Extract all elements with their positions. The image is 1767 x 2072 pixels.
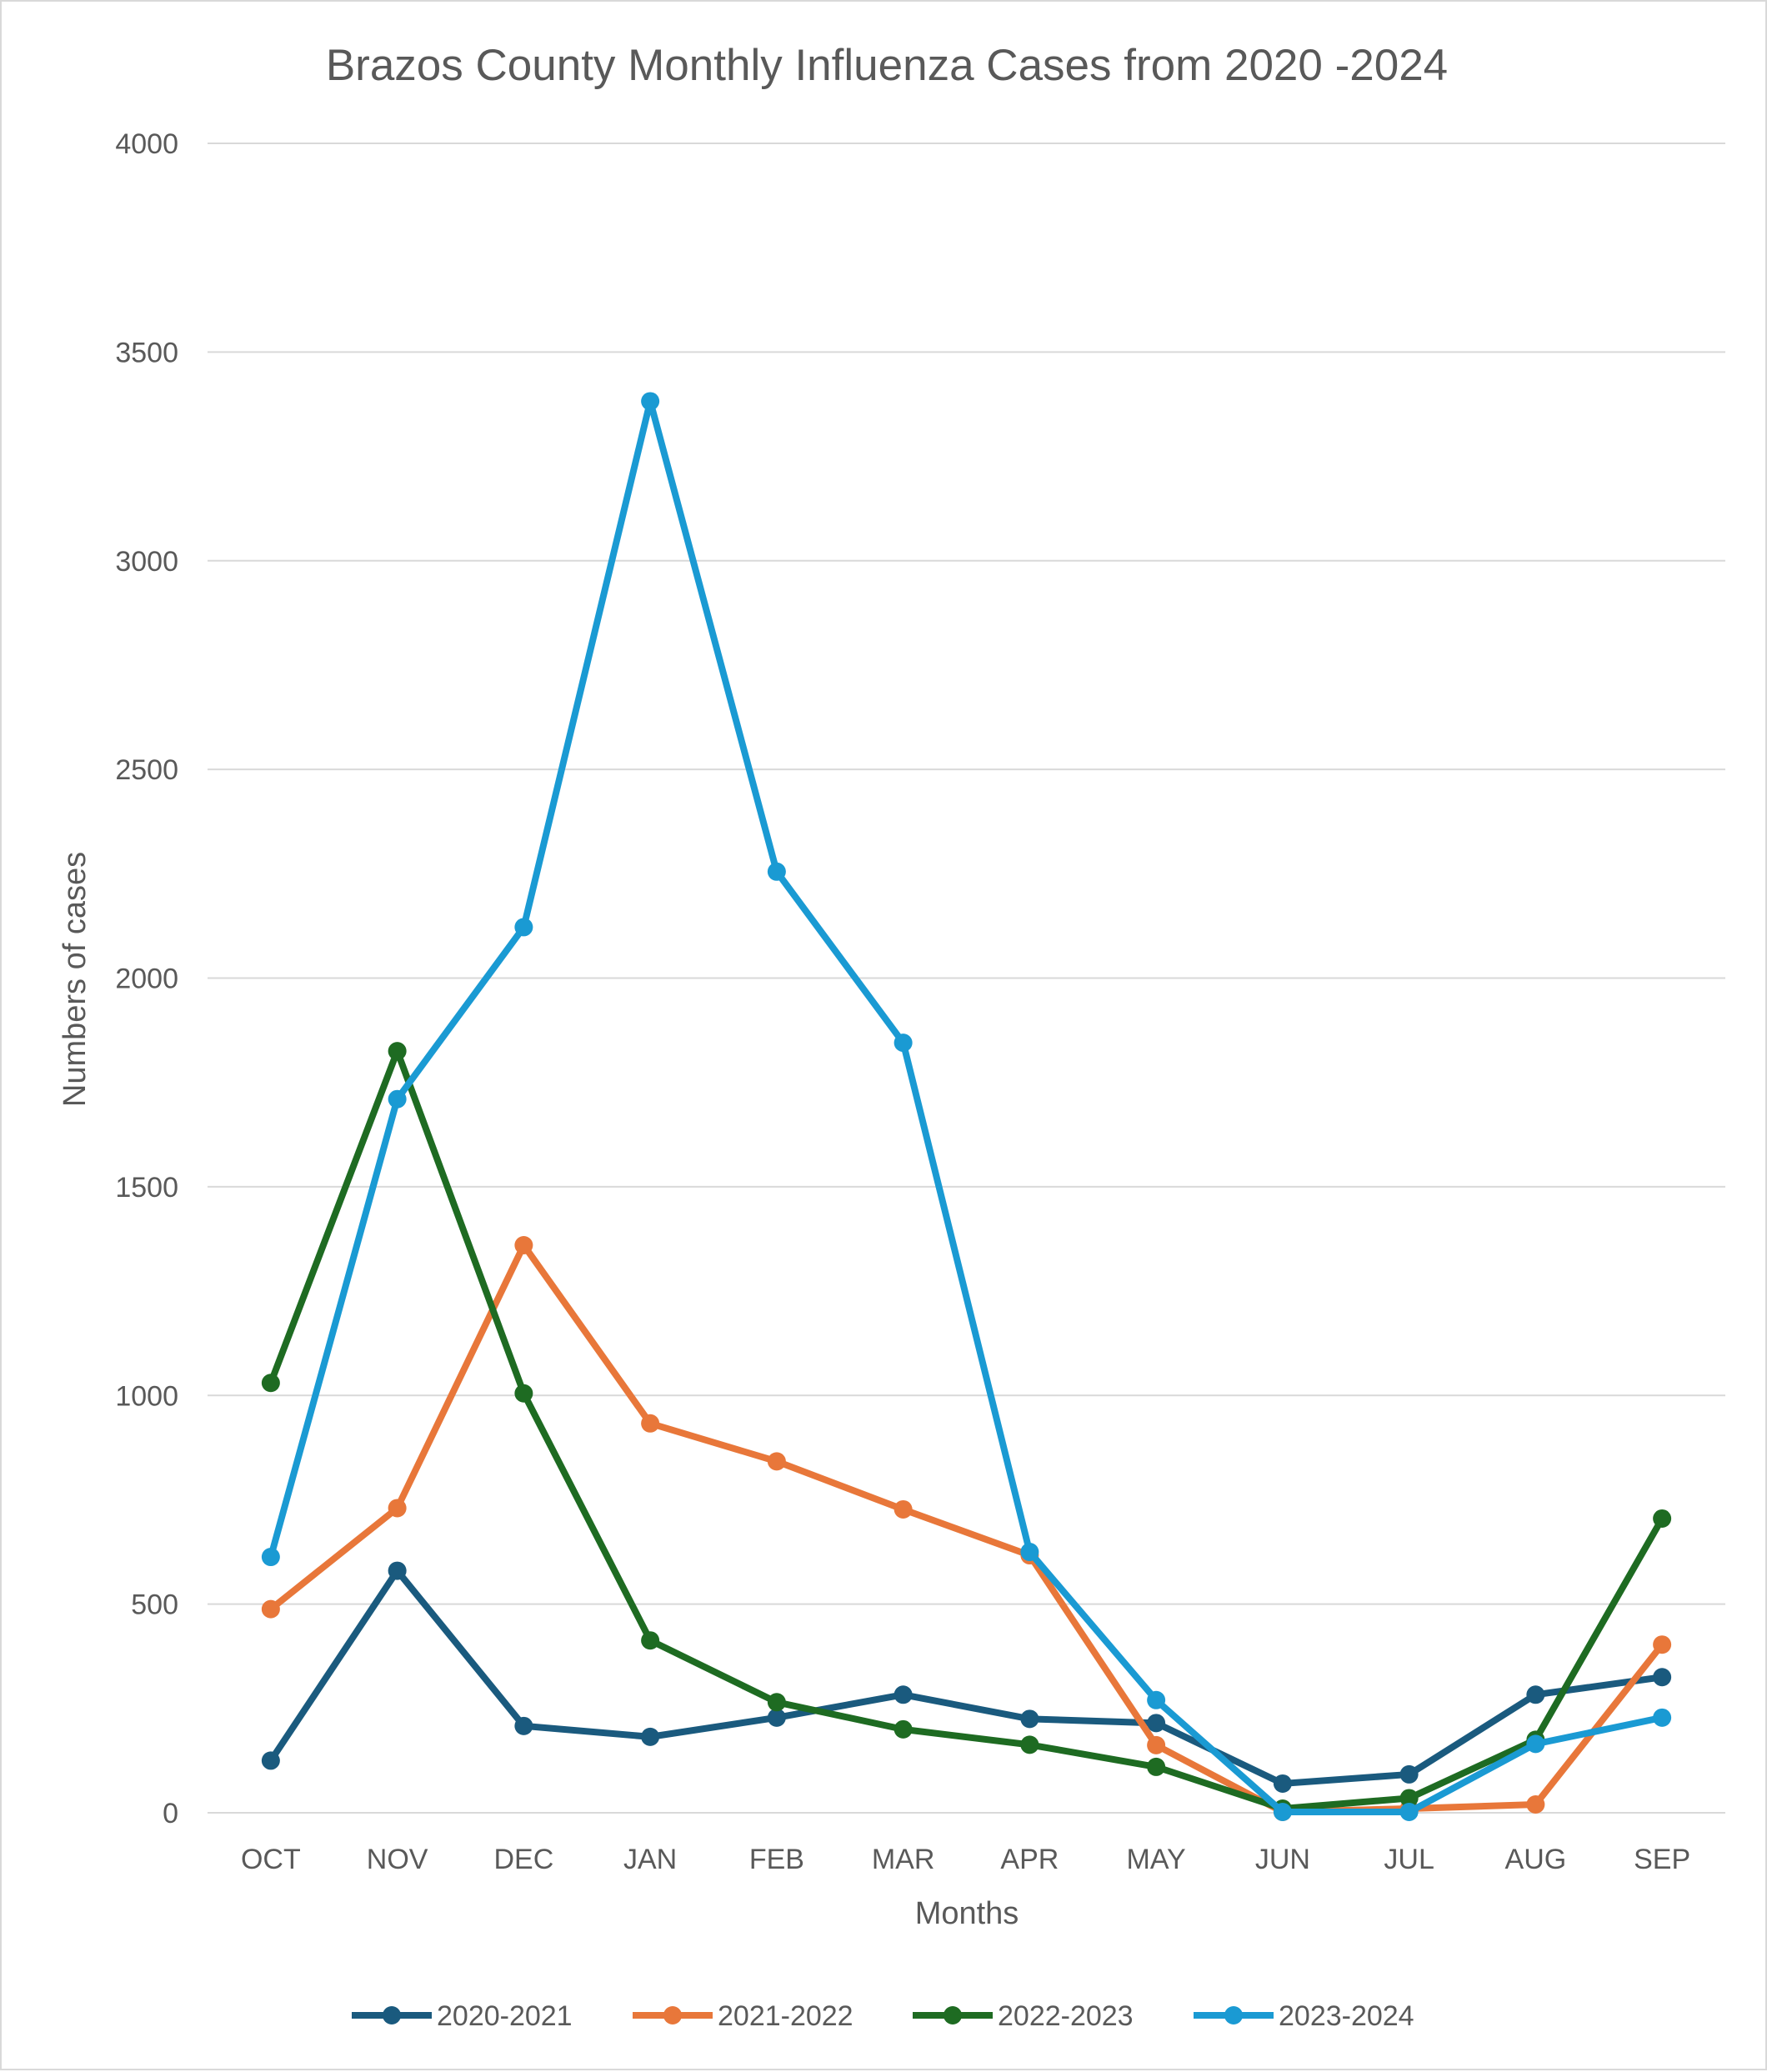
data-point [894,1719,913,1739]
series-2021-2022 [261,1235,1672,1821]
data-point [1653,1668,1672,1687]
data-point [1399,1789,1419,1808]
data-point [1273,1802,1292,1821]
data-point [894,1499,913,1519]
data-point [1147,1690,1166,1709]
data-point [388,1499,407,1518]
data-point [1273,1774,1292,1793]
gridlines [208,143,1725,1814]
data-point [1653,1635,1672,1654]
y-tick-label: 1000 [115,1380,178,1412]
y-tick-label: 1500 [115,1172,178,1204]
x-tick-label: SEP [1634,1844,1690,1875]
x-tick-label: JUL [1384,1844,1434,1875]
data-point [641,1727,660,1746]
data-point [1653,1509,1672,1528]
data-point [514,1235,533,1254]
legend-swatch-marker [383,2006,401,2024]
data-point [388,1089,407,1109]
data-point [894,1685,913,1704]
data-point [388,1561,407,1580]
y-tick-label: 2500 [115,754,178,786]
legend-item: 2023-2024 [1194,2000,1414,2032]
data-point [1147,1714,1166,1733]
data-point [1020,1709,1039,1729]
legend-swatch-marker [944,2006,962,2024]
data-point [388,1042,407,1061]
legend-item: 2021-2022 [633,2000,853,2032]
x-tick-label: OCT [241,1844,301,1875]
series-lines [261,392,1672,1821]
series-line [267,1241,1666,1815]
data-point [1020,1543,1039,1562]
legend-label: 2023-2024 [1279,2000,1414,2032]
data-point [261,1548,280,1567]
data-point [1399,1764,1419,1784]
data-point [641,1414,660,1433]
legend: 2020-2021 2021-2022 2022-2023 2023-2024 [352,2000,1414,2032]
x-tick-label: JUN [1255,1844,1310,1875]
legend-label: 2021-2022 [718,2000,853,2032]
series-2023-2024 [261,392,1672,1821]
y-tick-label: 500 [131,1589,178,1621]
chart-title: Brazos County Monthly Influenza Cases fr… [326,41,1448,90]
legend-label: 2022-2023 [998,2000,1134,2032]
y-axis-title: Numbers of cases [58,852,93,1107]
data-point [641,1631,660,1650]
legend-swatch-marker [1224,2006,1243,2024]
data-point [514,918,533,937]
y-tick-label: 3500 [115,337,178,368]
legend-label: 2020-2021 [437,2000,573,2032]
data-point [894,1033,913,1053]
series-2022-2023 [261,1042,1672,1818]
x-tick-label: NOV [367,1844,428,1875]
data-point [767,1708,786,1727]
x-tick-label: APR [1000,1844,1059,1875]
series-line [267,1567,1666,1787]
data-point [1147,1735,1166,1754]
data-point [641,392,660,411]
data-point [1526,1685,1545,1704]
data-point [1526,1734,1545,1754]
data-point [261,1374,280,1393]
y-axis-tick-labels: 0 500 1000 1500 2000 2500 3000 3500 4000 [115,128,178,1829]
y-tick-label: 0 [163,1798,178,1829]
x-tick-label: MAY [1127,1844,1186,1875]
series-line [267,1048,1666,1812]
x-tick-label: FEB [749,1844,804,1875]
legend-swatch-marker [663,2006,682,2024]
x-axis-title: Months [915,1896,1019,1931]
y-tick-label: 3000 [115,546,178,578]
data-point [261,1751,280,1770]
data-point [1147,1757,1166,1776]
series-2020-2021 [261,1561,1672,1793]
data-point [767,862,786,881]
data-point [514,1716,533,1735]
data-point [1020,1735,1039,1754]
data-point [1399,1802,1419,1821]
legend-item: 2022-2023 [913,2000,1134,2032]
data-point [514,1384,533,1403]
data-point [767,1693,786,1712]
y-tick-label: 2000 [115,963,178,995]
data-point [261,1599,280,1619]
x-tick-label: MAR [872,1844,935,1875]
y-tick-label: 4000 [115,128,178,160]
x-tick-label: AUG [1505,1844,1567,1875]
data-point [1526,1794,1545,1814]
x-tick-label: JAN [623,1844,677,1875]
x-tick-label: DEC [493,1844,553,1875]
x-axis-tick-labels: OCT NOV DEC JAN FEB MAR APR MAY JUN JUL AUG SEP [241,1844,1690,1875]
legend-item: 2020-2021 [352,2000,573,2032]
series-line [267,398,1666,1815]
data-point [1653,1708,1672,1727]
data-point [767,1452,786,1471]
